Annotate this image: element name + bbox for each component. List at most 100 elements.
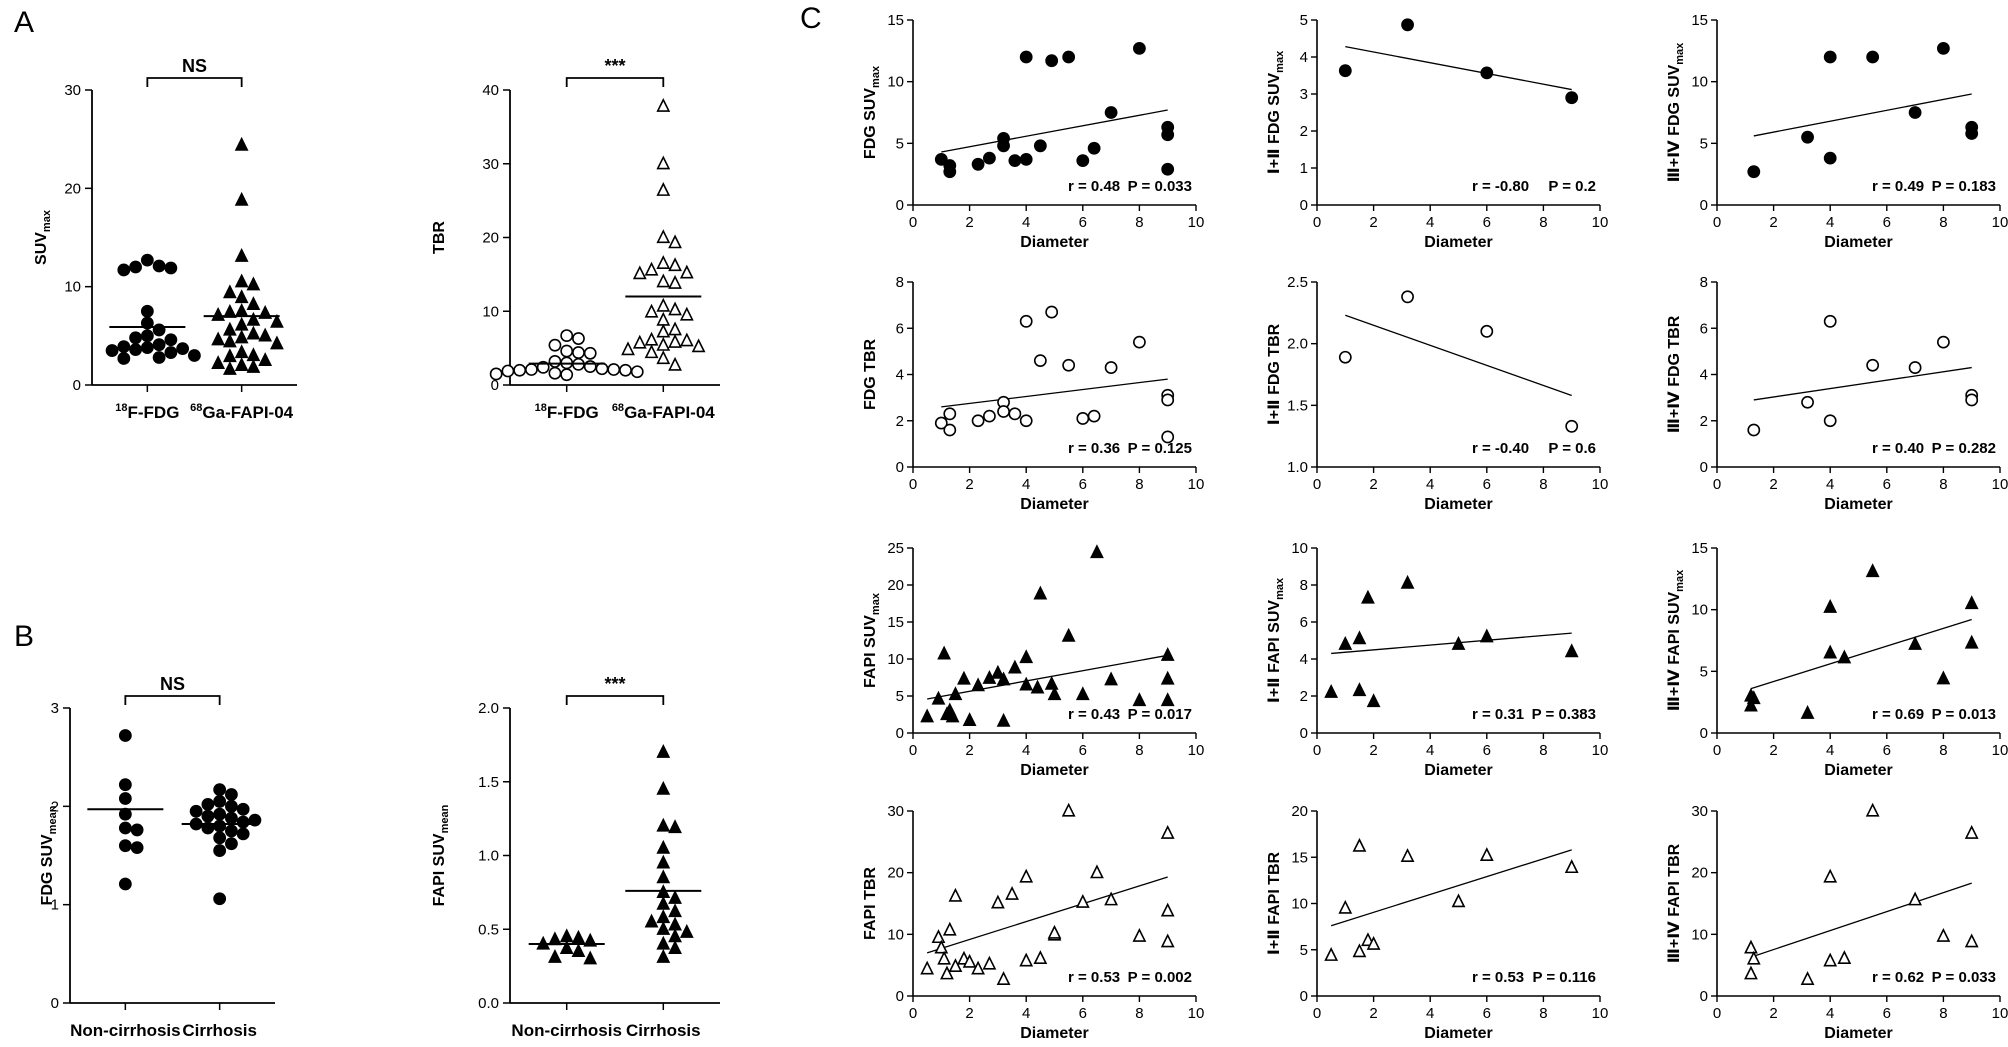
x-tick-label: 2 (1769, 1005, 1777, 1022)
y-tick-label: 0 (1700, 459, 1708, 476)
y-tick-label: 10 (887, 74, 904, 91)
data-point (632, 265, 647, 280)
y-tick-label: 8 (1700, 274, 1708, 291)
data-point (668, 301, 682, 316)
data-point (118, 729, 132, 742)
data-point (225, 837, 238, 851)
y-axis-label-main: Ⅲ+Ⅳ FAPI TBR (1666, 843, 1683, 963)
x-tick-label: 10 (1188, 1005, 1205, 1022)
data-point (948, 686, 963, 701)
category-label: 18F-FDG (115, 402, 179, 422)
data-point (656, 780, 671, 795)
data-point (1019, 414, 1033, 428)
y-axis-label-subscript: max (870, 65, 882, 88)
y-tick-label: 10 (1291, 540, 1308, 557)
x-tick-label: 10 (1592, 1005, 1609, 1022)
data-point (1823, 598, 1838, 613)
x-tick-label: 0 (1313, 214, 1321, 231)
data-point (236, 815, 250, 829)
data-point (236, 802, 250, 816)
category-name: Ga-FAPI-04 (202, 403, 293, 422)
data-point (948, 958, 963, 973)
x-tick-label: 10 (1188, 742, 1205, 759)
y-tick-label: 30 (887, 803, 904, 820)
data-point (1479, 628, 1494, 643)
x-tick-label: 0 (1713, 476, 1721, 493)
x-tick-label: 4 (1022, 476, 1030, 493)
data-point (1400, 848, 1415, 862)
x-tick-label: 8 (1135, 742, 1143, 759)
data-point (1133, 41, 1146, 55)
data-point (945, 708, 960, 723)
data-point (656, 323, 671, 338)
x-tick-label: 4 (1426, 742, 1434, 759)
dot-plot-a2: 0 10 20 30 40 TBR 18F-FDG 68Ga-FAPI-04 *** (431, 56, 720, 422)
significance-bracket (565, 77, 665, 87)
data-point (129, 260, 142, 274)
x-tick-label: 6 (1079, 214, 1087, 231)
y-tick-label: 10 (1691, 926, 1708, 943)
data-point (691, 338, 706, 353)
y-tick-label: 0 (896, 725, 904, 742)
data-point (1090, 864, 1104, 879)
data-point (152, 259, 166, 273)
data-point (152, 338, 166, 352)
data-point (1019, 676, 1034, 691)
data-point (572, 346, 585, 359)
x-tick-label: 6 (1883, 214, 1891, 231)
y-tick-label: 10 (482, 303, 499, 320)
correlation-r: r = 0.36 (1068, 440, 1120, 457)
y-tick-label: 0 (1700, 725, 1708, 742)
data-point (211, 331, 226, 346)
y-axis-label-main: FAPI SUV (862, 615, 879, 688)
data-point (1865, 802, 1880, 817)
y-tick-label: 3 (51, 700, 59, 717)
y-axis-label-main: TBR (431, 221, 448, 254)
x-tick-label: 6 (1483, 476, 1491, 493)
x-tick-label: 0 (909, 476, 917, 493)
data-point (117, 340, 131, 354)
data-point (225, 788, 238, 801)
y-tick-label: 0 (896, 459, 904, 476)
y-tick-label: 10 (1691, 74, 1708, 91)
x-tick-label: 10 (1592, 476, 1609, 493)
x-tick-label: 2 (965, 742, 973, 759)
y-tick-label: 1 (1300, 160, 1308, 177)
data-point (548, 949, 562, 963)
data-point (656, 935, 671, 950)
data-point (270, 335, 284, 350)
x-tick-label: 8 (1539, 742, 1547, 759)
data-point (656, 311, 671, 326)
y-tick-label: 0 (1700, 197, 1708, 214)
data-point (1366, 693, 1381, 708)
p-value: P = 0.033 (1932, 969, 1996, 986)
data-point (176, 342, 190, 356)
x-tick-label: 8 (1939, 214, 1947, 231)
data-point (525, 363, 538, 376)
data-point (189, 804, 203, 818)
panel-label-b: B (14, 620, 34, 653)
data-point (513, 363, 527, 377)
y-tick-label: 2.5 (1287, 274, 1308, 291)
y-axis-label: Ⅲ+Ⅳ FAPI TBR (1666, 843, 1683, 963)
data-point (937, 645, 952, 660)
data-point (1338, 350, 1352, 364)
regression-line (1750, 618, 1972, 690)
correlation-r: r = 0.48 (1068, 178, 1120, 195)
data-point (213, 831, 227, 845)
data-point (1352, 943, 1367, 958)
y-tick-label: 5 (1700, 135, 1708, 152)
category-label: 68Ga-FAPI-04 (190, 402, 293, 422)
x-tick-label: 4 (1826, 476, 1834, 493)
category-name: Ga-FAPI-04 (624, 403, 715, 422)
regression-line (1331, 632, 1572, 655)
y-axis-label-subscript: max (1674, 569, 1686, 592)
x-tick-label: 8 (1539, 1005, 1547, 1022)
data-point (1401, 18, 1414, 32)
data-point (679, 264, 694, 279)
x-tick-label: 8 (1939, 1005, 1947, 1022)
y-tick-label: 0.5 (478, 921, 499, 938)
data-point (1090, 544, 1104, 559)
y-tick-label: 5 (896, 135, 904, 152)
